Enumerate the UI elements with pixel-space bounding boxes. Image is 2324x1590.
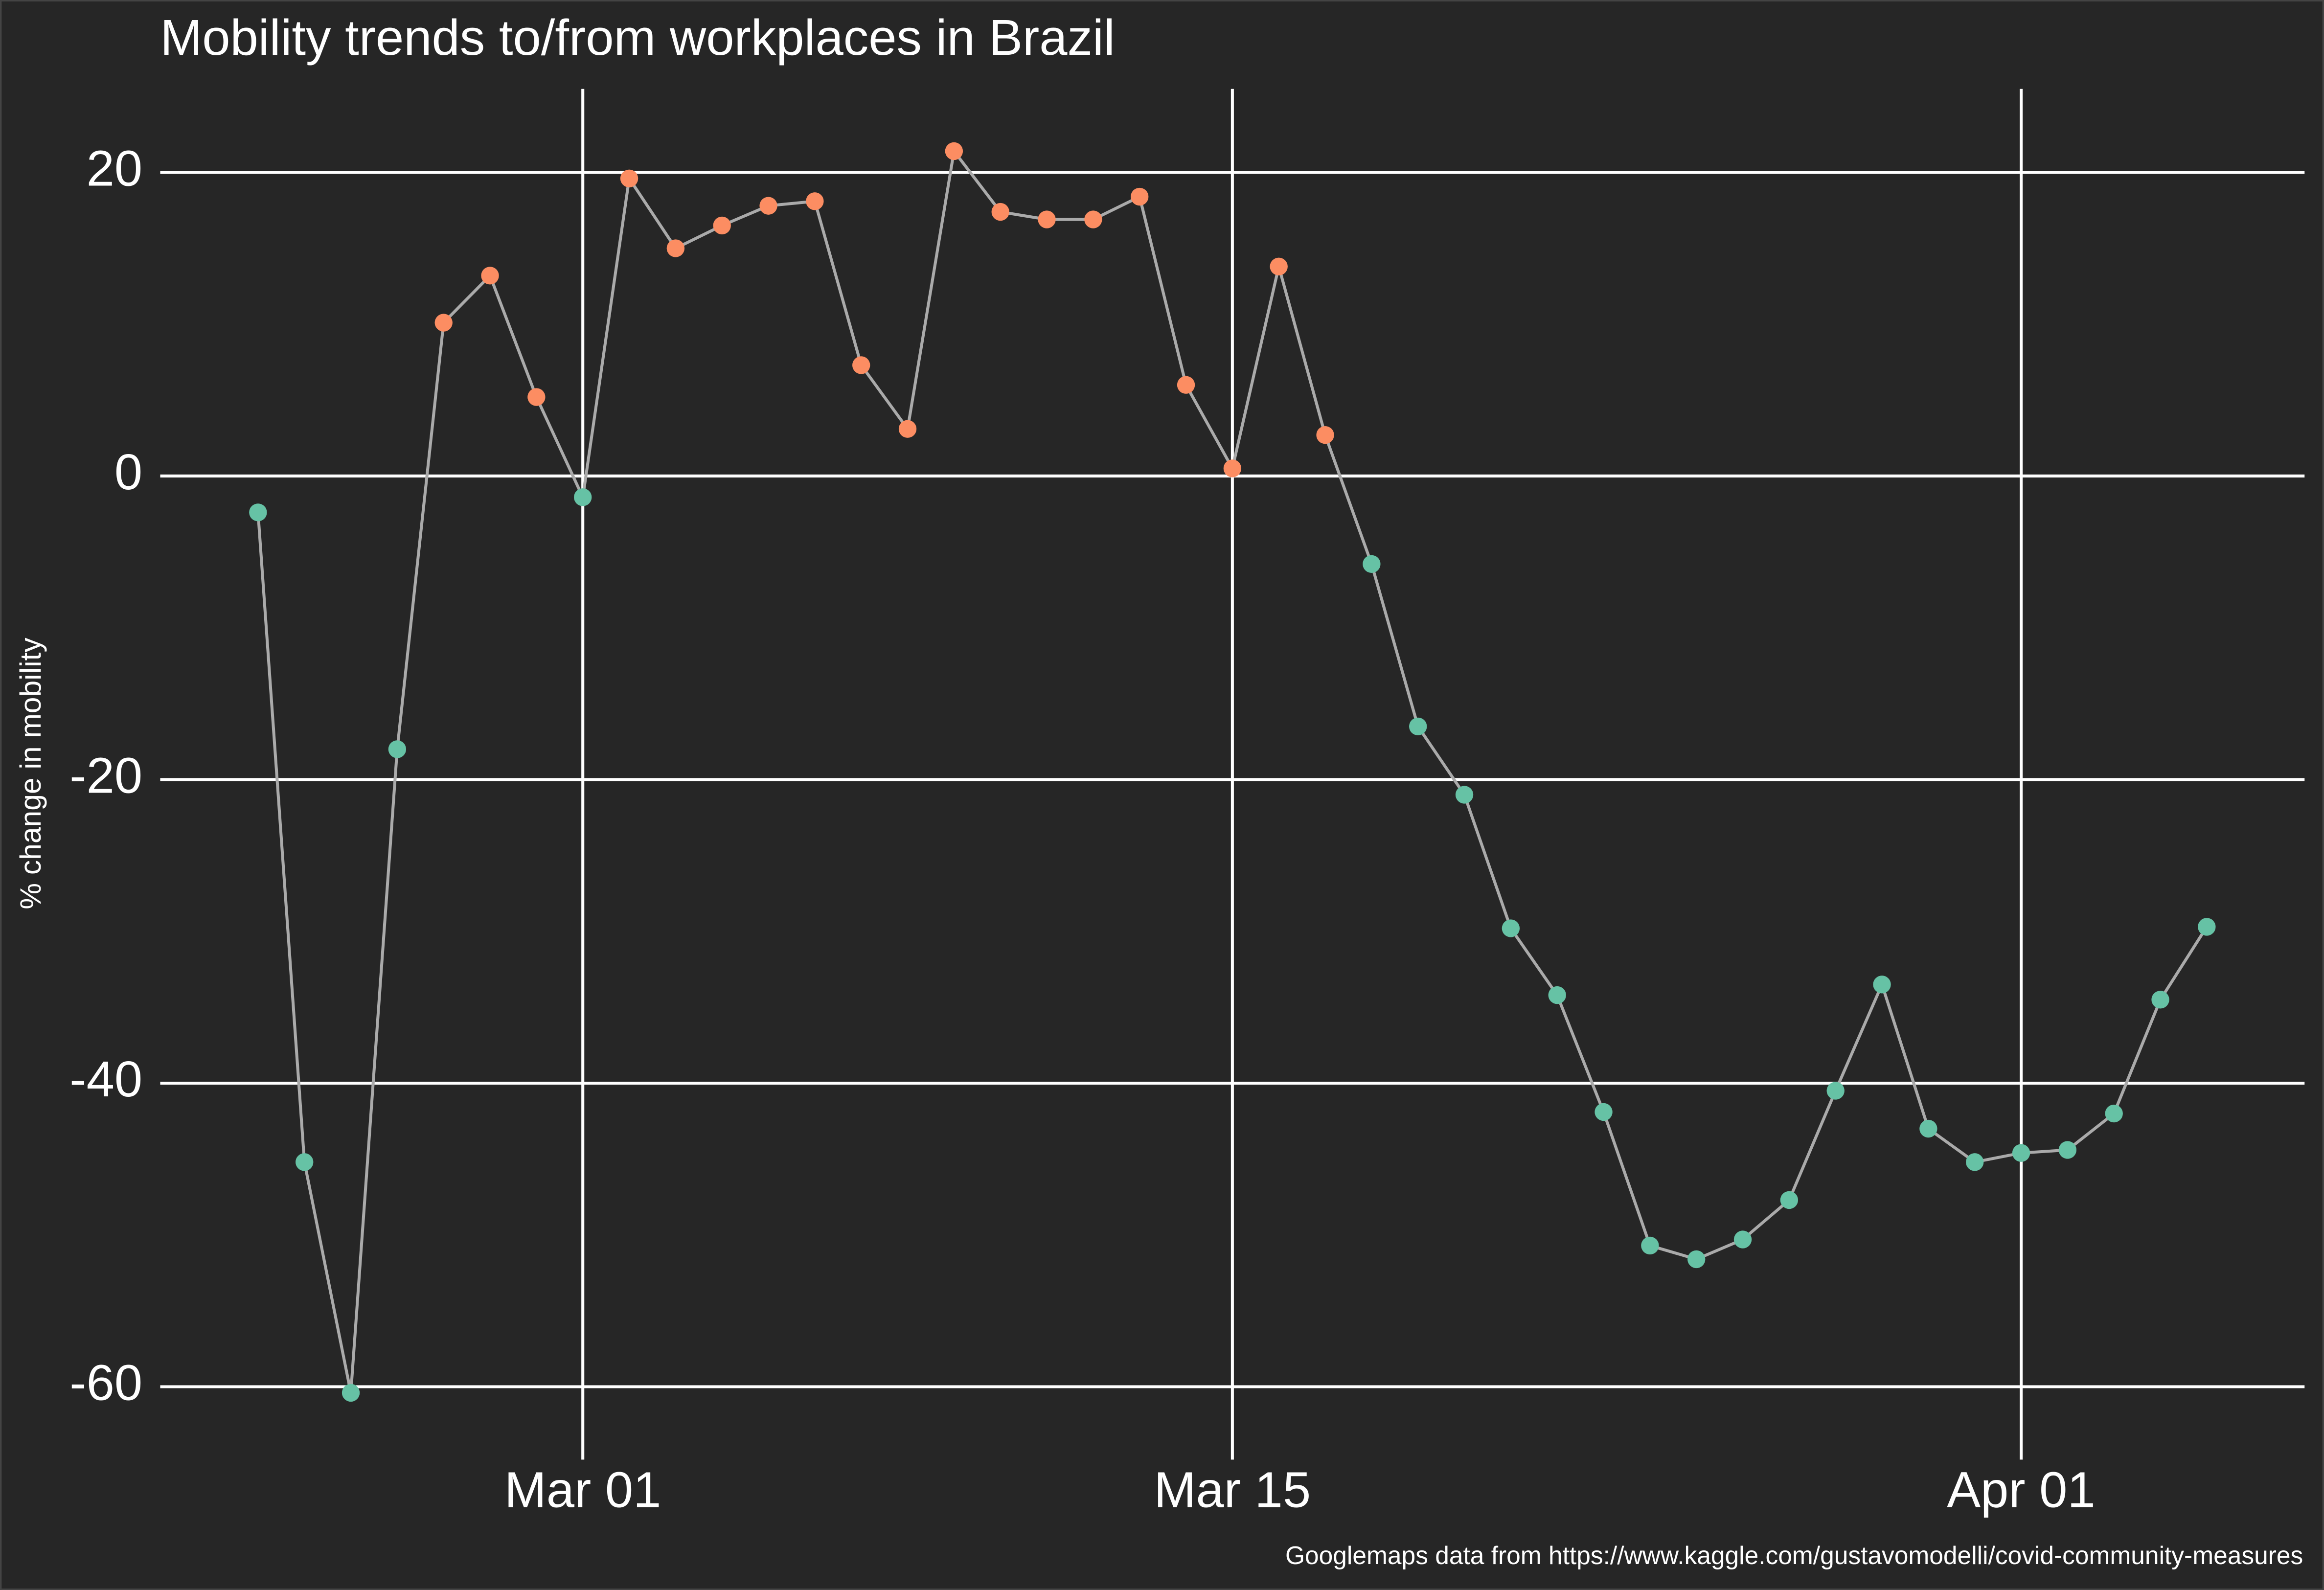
x-tick-label: Apr 01 <box>1947 1461 2095 1518</box>
data-point <box>1595 1103 1613 1121</box>
chart-title: Mobility trends to/from workplaces in Br… <box>160 9 1115 66</box>
data-point <box>527 388 546 406</box>
data-point <box>2012 1144 2030 1162</box>
data-point <box>1409 717 1427 736</box>
data-point <box>1641 1236 1659 1255</box>
data-point <box>806 192 824 210</box>
data-point <box>249 503 267 522</box>
data-point <box>2058 1141 2077 1159</box>
data-point <box>1223 459 1242 477</box>
data-point <box>620 169 638 187</box>
data-point <box>1177 376 1195 394</box>
y-tick-label: -20 <box>69 748 142 804</box>
y-tick-label: 0 <box>114 444 142 500</box>
data-point <box>1548 986 1566 1004</box>
data-point <box>296 1153 314 1171</box>
x-tick-label: Mar 15 <box>1154 1461 1311 1518</box>
data-point <box>2198 918 2216 936</box>
data-point <box>2151 991 2169 1009</box>
data-point <box>666 239 685 257</box>
data-point <box>1502 919 1520 937</box>
data-point <box>481 267 499 285</box>
data-point <box>1363 555 1381 573</box>
data-point <box>1455 786 1474 804</box>
data-point <box>1966 1153 1984 1171</box>
data-point <box>1687 1250 1706 1269</box>
y-tick-label: -60 <box>69 1355 142 1411</box>
caption: Googlemaps data from https://www.kaggle.… <box>1285 1541 2303 1569</box>
data-point <box>1826 1082 1845 1100</box>
data-point <box>852 356 870 374</box>
data-point <box>1084 210 1102 228</box>
y-tick-label: -40 <box>69 1051 142 1107</box>
data-point <box>342 1384 360 1402</box>
data-point <box>1733 1230 1752 1249</box>
data-point <box>434 314 453 332</box>
data-point <box>1038 210 1056 228</box>
y-axis-label: % change in mobility <box>14 637 47 909</box>
data-point <box>574 488 592 506</box>
x-tick-label: Mar 01 <box>504 1461 661 1518</box>
data-point <box>1919 1119 1937 1138</box>
data-point <box>713 216 731 235</box>
data-point <box>759 197 777 215</box>
data-point <box>1780 1191 1799 1209</box>
data-point <box>945 142 963 160</box>
data-point <box>991 203 1009 221</box>
data-point <box>1316 426 1334 444</box>
data-point <box>1270 257 1288 275</box>
data-point <box>1131 187 1149 206</box>
data-point <box>1873 976 1891 994</box>
data-point <box>2105 1104 2123 1123</box>
y-tick-label: 20 <box>87 140 143 197</box>
data-point <box>898 420 917 438</box>
data-point <box>388 740 407 758</box>
